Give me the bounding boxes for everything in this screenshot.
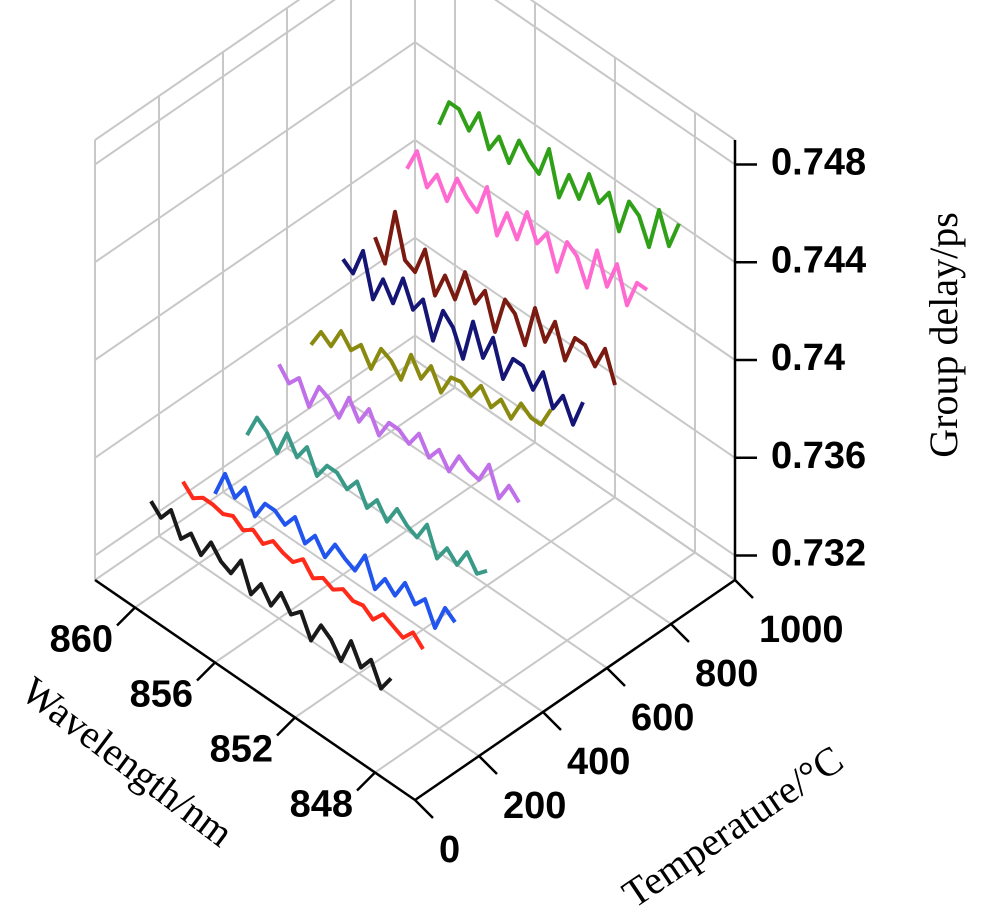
series-line bbox=[373, 209, 617, 386]
grid-line bbox=[286, 447, 608, 669]
grid-line bbox=[94, 0, 336, 166]
grid-line bbox=[214, 441, 536, 664]
x-tick-label: 856 bbox=[130, 674, 193, 716]
box-edge bbox=[529, 0, 736, 141]
y-tick-label: 0.74 bbox=[771, 337, 845, 379]
x-axis bbox=[94, 578, 416, 802]
series-line bbox=[213, 471, 457, 630]
z-tick-label: 1000 bbox=[759, 609, 844, 651]
x-tick-label: 848 bbox=[290, 784, 353, 826]
grid-line bbox=[94, 334, 416, 557]
z-tick bbox=[734, 579, 754, 599]
x-tick bbox=[356, 771, 376, 792]
series-line bbox=[277, 363, 521, 504]
x-tick bbox=[116, 606, 136, 627]
z-tick-label: 0 bbox=[439, 829, 460, 871]
grid-line bbox=[94, 139, 416, 361]
z-axis-title: Temperature/°C bbox=[614, 736, 851, 916]
y-tick-label: 0.732 bbox=[771, 533, 866, 575]
grid-line bbox=[94, 236, 416, 459]
x-tick bbox=[196, 661, 216, 682]
x-axis-title: Wavelength/nm bbox=[13, 668, 242, 856]
z-tick-label: 600 bbox=[631, 697, 694, 739]
series-line bbox=[341, 248, 585, 427]
z-tick bbox=[542, 711, 562, 731]
y-tick-label: 0.748 bbox=[771, 141, 866, 183]
y-tick-label: 0.736 bbox=[771, 435, 866, 477]
grid-line bbox=[374, 551, 696, 774]
grid-line bbox=[414, 41, 736, 264]
y-tick-label: 0.744 bbox=[771, 239, 866, 281]
z-axis bbox=[414, 578, 736, 802]
x-tick-label: 860 bbox=[50, 619, 113, 661]
z-tick bbox=[670, 623, 690, 643]
grid-line bbox=[414, 334, 736, 557]
y-axis-title: Group delay/ps bbox=[921, 212, 966, 458]
grid-line bbox=[494, 0, 736, 166]
grid-line bbox=[414, 359, 736, 581]
series-line bbox=[149, 500, 393, 691]
grid-line bbox=[94, 41, 416, 264]
z-tick-label: 400 bbox=[567, 741, 630, 783]
z-tick-label: 800 bbox=[695, 653, 758, 695]
z-tick-label: 200 bbox=[503, 785, 566, 827]
grid-line bbox=[414, 236, 736, 459]
z-tick bbox=[478, 755, 498, 775]
grid-line bbox=[294, 496, 616, 719]
x-tick-label: 852 bbox=[210, 729, 273, 771]
series-line bbox=[245, 415, 488, 576]
z-tick bbox=[606, 667, 626, 687]
x-tick bbox=[276, 716, 296, 737]
grid-line bbox=[134, 386, 456, 609]
box-edge bbox=[94, 359, 416, 581]
series-line bbox=[309, 329, 553, 427]
series-line bbox=[181, 480, 425, 651]
grid-line bbox=[158, 535, 480, 757]
grid-line bbox=[222, 491, 544, 713]
series-line bbox=[405, 149, 649, 308]
series-line bbox=[437, 100, 681, 250]
box-edge bbox=[94, 0, 301, 141]
z-tick bbox=[414, 799, 434, 819]
